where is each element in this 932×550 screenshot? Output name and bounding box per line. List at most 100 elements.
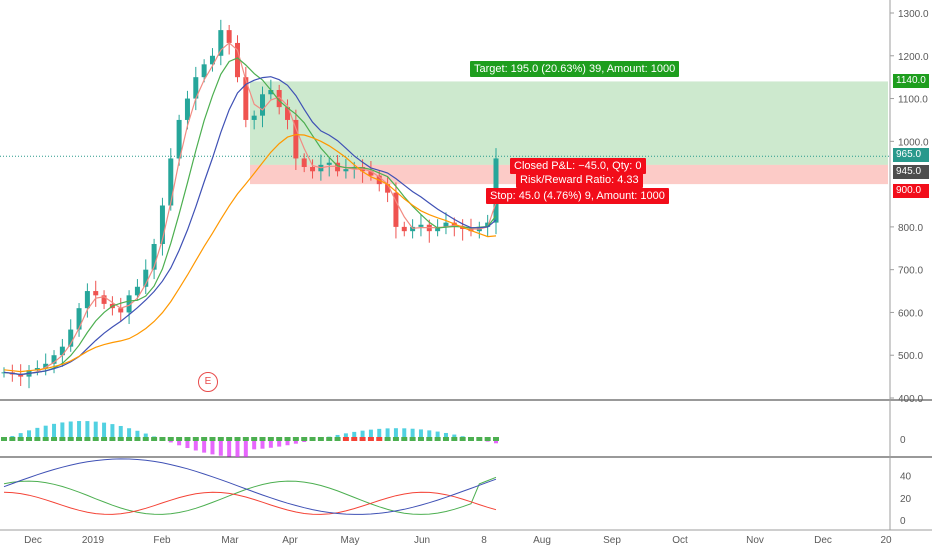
osc-bar	[293, 439, 298, 444]
candle-body	[368, 171, 374, 176]
osc-signal-dot	[384, 437, 391, 441]
dmi-line	[3, 491, 497, 515]
osc-bar	[52, 423, 57, 439]
osc-bar	[243, 439, 248, 457]
candle-body	[485, 222, 491, 227]
osc-bar	[177, 439, 182, 446]
osc-signal-dot	[34, 437, 41, 441]
osc-signal-dot	[459, 437, 466, 441]
osc-signal-dot	[367, 437, 374, 441]
candle-body	[251, 115, 257, 120]
x-tick-label: Aug	[533, 535, 551, 546]
x-tick-label: Feb	[153, 535, 171, 546]
osc-signal-dot	[251, 437, 258, 441]
osc-bar	[435, 431, 440, 439]
candle-body	[151, 244, 157, 270]
osc-bar	[360, 430, 365, 439]
candle-body	[218, 30, 224, 56]
osc-signal-dot	[59, 437, 66, 441]
osc-signal-dot	[101, 437, 108, 441]
moving-average-line	[3, 57, 497, 376]
candle-body	[201, 64, 207, 78]
x-tick-label: 8	[481, 535, 487, 546]
osc-bar	[110, 424, 115, 439]
candle-body	[51, 355, 57, 364]
x-tick-label: Dec	[814, 535, 832, 546]
closed-pnl-label: Closed P&L: −45.0, Qty: 0	[510, 158, 646, 174]
osc-bar	[43, 425, 48, 439]
osc-signal-dot	[334, 437, 341, 441]
osc-tick-label: 0	[900, 435, 906, 446]
osc-signal-dot	[242, 437, 249, 441]
candle-body	[34, 368, 40, 371]
osc-bar	[235, 439, 240, 457]
osc-signal-dot	[493, 437, 499, 441]
osc-bar	[210, 439, 215, 455]
y-tick-label: 800.0	[898, 223, 923, 234]
candle-body	[143, 269, 149, 287]
candle-body	[84, 291, 90, 309]
osc-bar	[77, 421, 82, 439]
osc-bar	[268, 439, 273, 448]
moving-average-line	[3, 133, 497, 373]
price-tag-stop: 900.0	[893, 184, 929, 198]
osc-signal-dot	[484, 437, 491, 441]
candle-body	[193, 77, 199, 99]
candle-body	[118, 308, 124, 313]
candle-body	[451, 222, 457, 227]
osc-bar	[402, 428, 407, 439]
osc-signal-dot	[359, 437, 366, 441]
osc-bar	[277, 439, 282, 447]
x-tick-label: Oct	[672, 535, 688, 546]
candle-body	[443, 222, 449, 227]
osc-signal-dot	[151, 437, 158, 441]
osc-bar	[285, 439, 290, 446]
osc-signal-dot	[276, 437, 283, 441]
osc-signal-dot	[451, 437, 458, 441]
osc-signal-dot	[201, 437, 208, 441]
osc-bar	[260, 439, 265, 449]
osc-bar	[135, 430, 140, 439]
osc-bar	[352, 431, 357, 439]
osc-bar	[227, 439, 232, 457]
osc-signal-dot	[426, 437, 433, 441]
osc-signal-dot	[467, 437, 474, 441]
osc-signal-dot	[92, 437, 99, 441]
candle-body	[59, 346, 65, 356]
osc-bar	[368, 429, 373, 439]
osc-bar	[60, 422, 65, 439]
osc-signal-dot	[392, 437, 399, 441]
moving-average-line	[3, 76, 497, 376]
osc-signal-dot	[234, 437, 241, 441]
osc-signal-dot	[317, 437, 324, 441]
candle-body	[243, 77, 249, 120]
osc-bar	[118, 425, 123, 439]
dmi-tick-label: 0	[900, 516, 906, 527]
osc-signal-dot	[309, 437, 316, 441]
x-tick-label: Mar	[221, 535, 239, 546]
candle-body	[101, 295, 107, 304]
candle-body	[176, 119, 182, 159]
osc-signal-dot	[267, 437, 274, 441]
osc-signal-dot	[176, 437, 183, 441]
candle-body	[159, 205, 165, 244]
candle-body	[401, 226, 407, 232]
osc-signal-dot	[76, 437, 83, 441]
candle-body	[43, 363, 49, 369]
osc-bar	[443, 432, 448, 439]
event-marker-e[interactable]: E	[198, 372, 218, 392]
price-tag-target: 1140.0	[893, 74, 929, 88]
osc-signal-dot	[42, 437, 49, 441]
y-tick-label: 1300.0	[898, 9, 929, 20]
osc-signal-dot	[342, 437, 349, 441]
osc-bar	[68, 421, 73, 439]
osc-signal-dot	[84, 437, 91, 441]
y-tick-label: 700.0	[898, 266, 923, 277]
candle-body	[435, 226, 441, 232]
osc-bar	[385, 428, 390, 439]
x-tick-label: Dec	[24, 535, 42, 546]
osc-bar	[18, 433, 23, 439]
osc-bar	[343, 433, 348, 439]
osc-signal-dot	[184, 437, 191, 441]
